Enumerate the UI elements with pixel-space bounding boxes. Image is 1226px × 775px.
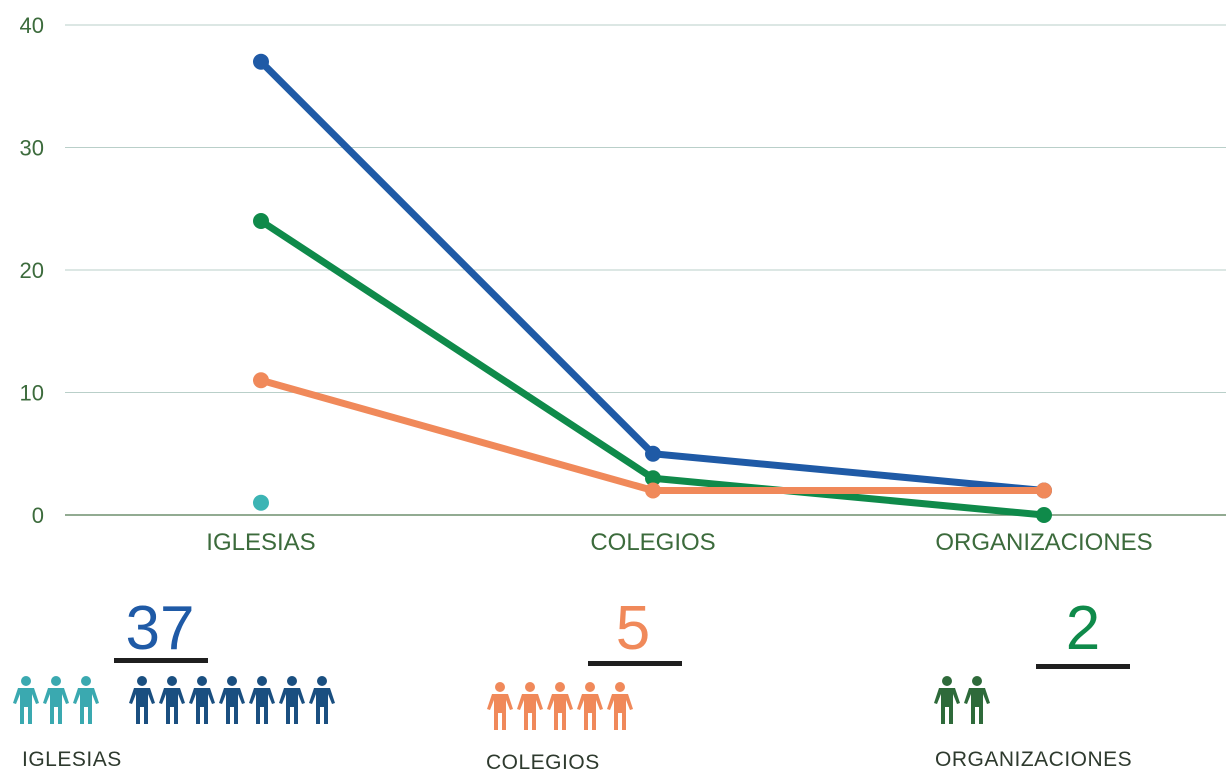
colegios-people-icons [486,681,634,731]
person-icon [249,676,275,724]
person-icon [487,682,513,730]
person-icon [279,676,305,724]
person-icon [964,676,990,724]
x-tick-label: COLEGIOS [590,529,715,556]
data-point [1036,507,1052,523]
data-point [645,482,661,499]
person-icon [577,682,603,730]
data-point [253,494,269,511]
colegios-underline [588,661,682,666]
data-point [253,213,269,229]
person-icon [309,676,335,724]
organizaciones-count: 2 [1065,594,1101,663]
data-point [253,372,269,389]
person-icon [13,676,39,724]
x-tick-label: ORGANIZACIONES [935,529,1152,556]
iglesias-label: IGLESIAS [22,748,122,771]
data-point [645,470,661,487]
y-tick-label: 20 [20,258,44,283]
icon-group-spacer [102,675,126,725]
person-icon [189,676,215,724]
x-tick-label: IGLESIAS [206,529,315,556]
organizaciones-label: ORGANIZACIONES [935,748,1133,771]
person-icon [607,682,633,730]
y-tick-label: 30 [20,136,44,161]
person-icon [159,676,185,724]
person-icon [73,676,99,724]
person-icon [43,676,69,724]
data-point [253,53,269,70]
y-tick-label: 0 [32,503,44,528]
line-chart: 0 10 20 30 40 IGLESIAS COLEGIOS ORGANIZACIONES [20,13,1226,556]
person-icon [517,682,543,730]
organizaciones-underline [1036,664,1130,669]
person-icon [547,682,573,730]
series-line-0 [257,58,1048,494]
y-tick-label: 40 [20,13,44,38]
colegios-label: COLEGIOS [486,751,600,774]
organizaciones-people-icons [933,675,991,725]
data-point [645,445,661,462]
person-icon [129,676,155,724]
data-point [1036,482,1052,499]
iglesias-people-icons [12,675,336,725]
y-tick-label: 10 [20,381,44,406]
iglesias-count: 37 [125,594,195,663]
person-icon [934,676,960,724]
iglesias-underline [114,658,208,663]
person-icon [219,676,245,724]
colegios-count: 5 [615,594,651,663]
